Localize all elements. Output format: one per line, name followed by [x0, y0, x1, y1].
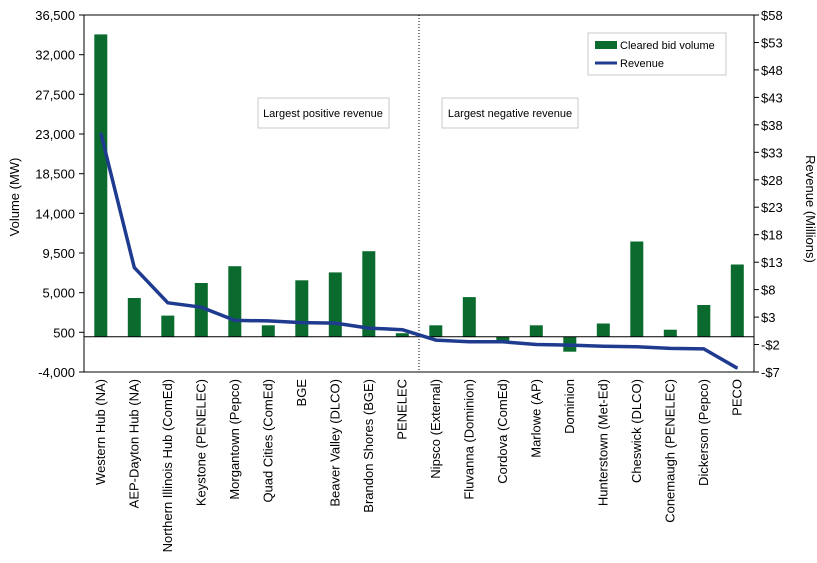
revenue-point: [334, 322, 336, 324]
revenue-point: [736, 367, 738, 369]
x-tick-label: Cordova (ComEd): [495, 379, 510, 484]
x-tick-label: Conemaugh (PENELEC): [662, 379, 677, 523]
x-tick-label: AEP-Dayton Hub (NA): [126, 379, 141, 508]
y-left-tick-label: 500: [53, 325, 75, 340]
y-right-tick-label: $58: [761, 8, 783, 23]
x-tick-label: Dickerson (Pepco): [696, 379, 711, 486]
bar: [596, 323, 610, 337]
bar: [127, 298, 141, 337]
y-left-tick-label: 23,000: [35, 127, 75, 142]
y-left-tick-label: 18,500: [35, 167, 75, 182]
bar: [496, 336, 510, 343]
revenue-point: [669, 347, 671, 349]
bar: [161, 315, 175, 337]
x-axis: Western Hub (NA) AEP-Dayton Hub (NA) North…: [93, 379, 744, 553]
y-right-tick-label: -$2: [761, 338, 780, 353]
revenue-point: [368, 327, 370, 329]
bar: [429, 325, 443, 337]
y-right-tick-label: -$7: [761, 365, 780, 380]
bar: [529, 325, 543, 337]
revenue-point: [468, 341, 470, 343]
bar: [697, 305, 711, 337]
legend-swatch-bar: [595, 41, 617, 49]
bar: [94, 34, 108, 337]
x-tick-label: Quad Cities (ComEd): [260, 379, 275, 503]
x-tick-label: PENELEC: [394, 379, 409, 440]
left-axis: -4,000 500 5,000 9,500 14,000 18,500 23,000 27,…: [35, 8, 84, 380]
y-right-tick-label: $48: [761, 63, 783, 78]
x-tick-label: Northern Illinois Hub (ComEd): [160, 379, 175, 552]
revenue-point: [401, 329, 403, 331]
bar: [194, 283, 208, 337]
bar: [630, 241, 644, 337]
legend-label-revenue: Revenue: [620, 58, 664, 70]
y-right-axis-title: Revenue (Millions): [803, 155, 817, 263]
revenue-point: [569, 344, 571, 346]
revenue-layer: [99, 132, 739, 370]
right-axis: -$7 -$2 $3 $8 $13 $18 $23 $28 $33 $38 $43 $48 $53 $58: [754, 8, 783, 380]
bar: [295, 280, 309, 337]
x-tick-label: Cheswick (DLCO): [629, 379, 644, 483]
legend-label-volume: Cleared bid volume: [620, 40, 715, 52]
x-tick-label: BGE: [294, 379, 309, 407]
y-right-tick-label: $38: [761, 118, 783, 133]
x-tick-label: Hunterstown (Met-Ed): [595, 379, 610, 506]
x-tick-label: Western Hub (NA): [93, 379, 108, 485]
annotation-positive-text: Largest positive revenue: [263, 108, 383, 120]
revenue-point: [200, 306, 202, 308]
x-tick-label: Dominion: [562, 379, 577, 434]
revenue-point: [535, 343, 537, 346]
revenue-point: [301, 322, 303, 324]
revenue-point: [267, 320, 269, 322]
x-tick-label: Keystone (PENELEC): [193, 379, 208, 506]
bar: [663, 329, 677, 337]
y-right-tick-label: $13: [761, 255, 783, 270]
bar: [362, 251, 376, 337]
y-right-tick-label: $18: [761, 228, 783, 243]
revenue-point: [133, 267, 135, 269]
y-right-tick-label: $53: [761, 36, 783, 51]
bar: [228, 266, 242, 337]
annotation-negative: Largest negative revenue: [441, 97, 579, 129]
y-right-tick-label: $33: [761, 145, 783, 160]
y-left-tick-label: 5,000: [42, 286, 75, 301]
y-right-tick-label: $3: [761, 310, 775, 325]
y-left-tick-label: 14,000: [35, 206, 75, 221]
bar: [462, 297, 476, 337]
x-tick-label: Nipsco (External): [428, 379, 443, 479]
y-left-tick-label: 27,500: [35, 87, 75, 102]
revenue-point: [636, 346, 638, 348]
y-right-tick-label: $8: [761, 283, 775, 298]
revenue-point: [703, 348, 705, 350]
revenue-point: [502, 341, 504, 343]
revenue-point: [602, 345, 604, 347]
revenue-line: [99, 132, 739, 370]
x-tick-label: Morgantown (Pepco): [227, 379, 242, 500]
bar: [328, 272, 342, 337]
bar: [730, 264, 744, 337]
annotation-positive: Largest positive revenue: [257, 97, 390, 129]
bar: [261, 325, 275, 337]
y-left-axis-title: Volume (MW): [7, 158, 22, 237]
y-left-tick-label: -4,000: [38, 365, 75, 380]
revenue-point: [167, 302, 169, 304]
bar: [395, 333, 409, 337]
x-tick-label: Brandon Shores (BGE): [361, 379, 376, 513]
x-tick-label: Marlowe (AP): [528, 379, 543, 458]
revenue-point: [435, 339, 437, 341]
y-right-tick-label: $43: [761, 90, 783, 105]
x-tick-label: Fluvanna (Dominion): [461, 379, 476, 500]
x-tick-label: Beaver Valley (DLCO): [327, 379, 342, 507]
x-tick-label: PECO: [729, 379, 744, 416]
y-left-tick-label: 32,000: [35, 48, 75, 63]
annotation-negative-text: Largest negative revenue: [448, 108, 572, 120]
revenue-point: [234, 319, 236, 321]
y-right-tick-label: $28: [761, 173, 783, 188]
y-left-tick-label: 36,500: [35, 8, 75, 23]
legend: Cleared bid volume Revenue: [587, 32, 727, 76]
y-right-tick-label: $23: [761, 200, 783, 215]
revenue-point: [100, 132, 102, 134]
y-left-tick-label: 9,500: [42, 246, 75, 261]
